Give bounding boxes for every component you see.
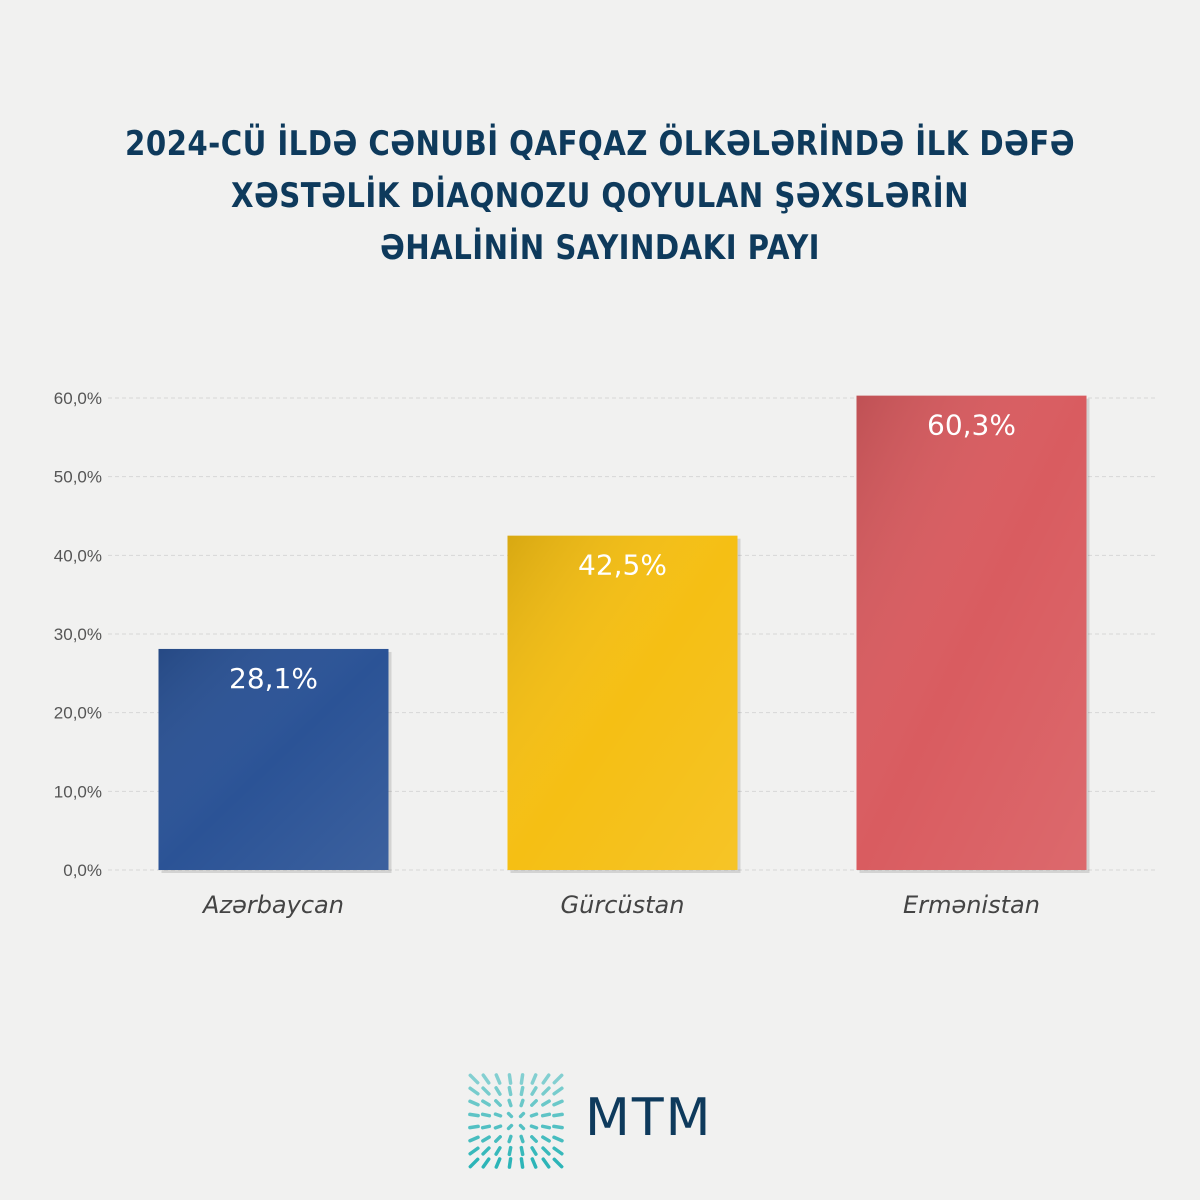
logo-dash [481, 1135, 491, 1143]
bar-sheen [158, 648, 389, 870]
logo-text: MTM [585, 1088, 713, 1148]
logo-dash [481, 1157, 491, 1169]
logo-dash [541, 1099, 551, 1107]
logo-dash [468, 1157, 480, 1169]
logo-dash [552, 1135, 564, 1143]
logo-dash [494, 1135, 502, 1143]
y-tick-label: 10,0% [54, 782, 102, 801]
logo-dash [507, 1098, 513, 1108]
logo-dash [494, 1146, 502, 1156]
logo-dash [507, 1073, 513, 1085]
logo-dash [507, 1085, 513, 1097]
logo-dash [552, 1112, 564, 1118]
logo-dash [480, 1112, 492, 1118]
y-tick-label: 50,0% [54, 468, 102, 487]
logo-dash [468, 1086, 480, 1096]
logo-dash [481, 1146, 491, 1156]
logo-dash [468, 1073, 480, 1085]
logo-dash [493, 1124, 503, 1130]
logo-dash [530, 1086, 538, 1096]
logo-dash [541, 1073, 551, 1085]
logo-dash [541, 1146, 551, 1156]
logo-dash [529, 1112, 539, 1118]
y-tick-label: 20,0% [54, 704, 102, 723]
title-line: XƏSTƏLİK DİAQNOZU QOYULAN ŞƏXSLƏRİN [230, 176, 970, 216]
logo-dash [506, 1111, 514, 1119]
logo-dash [529, 1124, 539, 1130]
logo-dash [481, 1073, 491, 1085]
logo-dash [481, 1086, 491, 1096]
x-tick-label: Ermənistan [903, 891, 1040, 919]
logo-dash [519, 1134, 525, 1144]
logo-dash [541, 1135, 551, 1143]
logo-dash [530, 1073, 538, 1085]
logo-dash [519, 1085, 525, 1097]
x-tick-label: Azərbaycan [201, 891, 344, 919]
logo-dash [530, 1146, 538, 1156]
bar-chart: 0,0% 10,0% 20,0% 30,0% 40,0% 50,0% 60,0% 28,1% 4… [54, 389, 1155, 919]
data-label: 28,1% [229, 662, 318, 695]
logo-dash [519, 1073, 525, 1085]
title-line: 2024-CÜ İLDƏ CƏNUBİ QAFQAZ ÖLKƏLƏRİNDƏ İ… [125, 124, 1075, 164]
logo-dash [552, 1157, 564, 1169]
logo-dash [552, 1124, 564, 1130]
logo-dash [540, 1124, 552, 1130]
mtm-logo-icon [468, 1073, 564, 1169]
data-label: 60,3% [927, 409, 1016, 442]
y-tick-label: 30,0% [54, 625, 102, 644]
logo-dash [468, 1146, 480, 1156]
logo-dash [494, 1086, 502, 1096]
logo-dash [541, 1086, 551, 1096]
data-label: 42,5% [578, 549, 667, 582]
logo-dash [540, 1112, 552, 1118]
logo-dash [507, 1157, 513, 1169]
logo-dash [494, 1157, 502, 1169]
logo-dash [481, 1099, 491, 1107]
logo-dash [518, 1111, 526, 1119]
y-tick-label: 0,0% [63, 861, 102, 880]
title-line: ƏHALİNİN SAYINDAKI PAYI [380, 228, 820, 268]
logo-dash [468, 1099, 480, 1107]
logo-dash [480, 1124, 492, 1130]
chart-title: 2024-CÜ İLDƏ CƏNUBİ QAFQAZ ÖLKƏLƏRİNDƏ İ… [0, 118, 1200, 274]
logo-dash [494, 1099, 502, 1107]
logo-dash [507, 1145, 513, 1157]
logo-dash [552, 1146, 564, 1156]
logo-dash [468, 1124, 480, 1130]
logo-dash [530, 1099, 538, 1107]
logo-dash [468, 1112, 480, 1118]
logo-dash [506, 1123, 514, 1131]
logo-dash [507, 1134, 513, 1144]
y-tick-label: 40,0% [54, 546, 102, 565]
logo-dash [468, 1135, 480, 1143]
logo-dash [519, 1098, 525, 1108]
logo-dash [518, 1123, 526, 1131]
logo-dash [552, 1099, 564, 1107]
logo-dash [552, 1073, 564, 1085]
logo-dash [519, 1157, 525, 1169]
logo-dash [530, 1135, 538, 1143]
logo-dash [493, 1112, 503, 1118]
logo-dash [519, 1145, 525, 1157]
y-tick-label: 60,0% [54, 389, 102, 408]
logo-dash [541, 1157, 551, 1169]
logo-dash [494, 1073, 502, 1085]
logo-dash [530, 1157, 538, 1169]
x-tick-label: Gürcüstan [561, 891, 685, 919]
bar-sheen [507, 535, 738, 870]
logo-dash [552, 1086, 564, 1096]
bar-sheen [856, 395, 1087, 870]
